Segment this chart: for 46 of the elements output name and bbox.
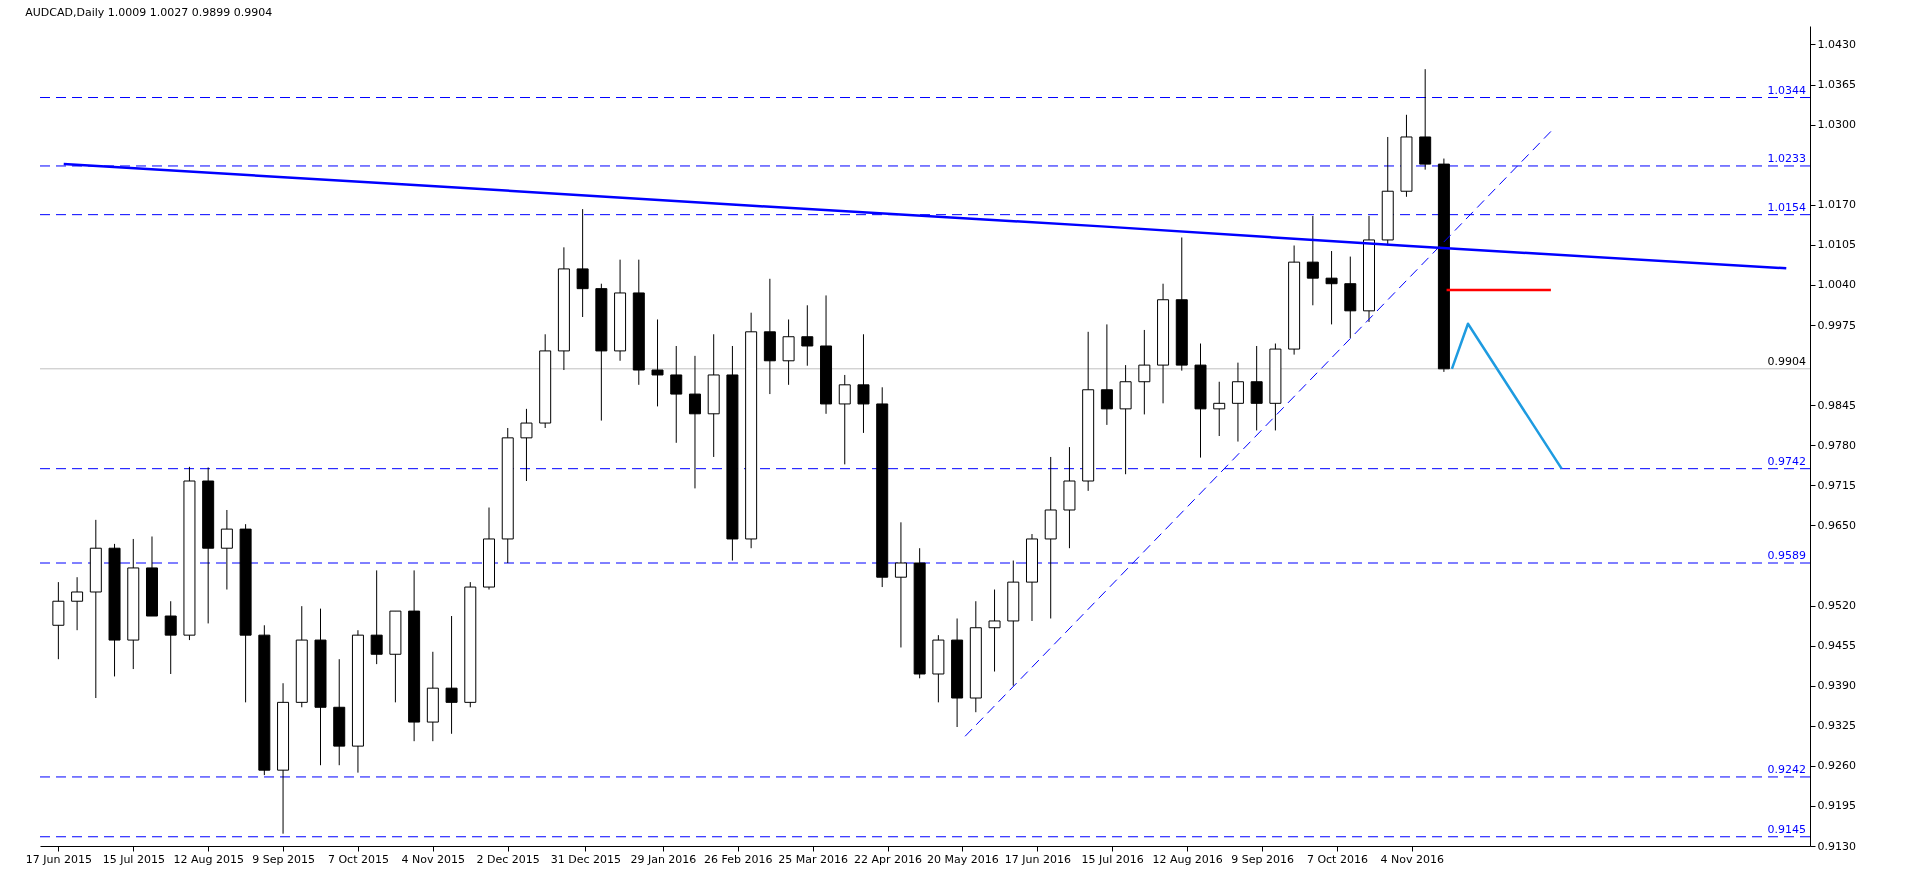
x-tick-label: 4 Nov 2015	[401, 852, 466, 866]
y-tick-label: 0.9325	[1817, 719, 1856, 733]
x-tick-label: 7 Oct 2015	[327, 852, 389, 866]
x-tick-label: 17 Jun 2015	[25, 852, 92, 866]
x-tick-label: 20 May 2016	[927, 852, 999, 866]
y-tick-label: 0.9520	[1817, 599, 1856, 613]
x-tick-label: 7 Oct 2016	[1306, 852, 1368, 866]
x-tick-label: 2 Dec 2015	[476, 852, 540, 866]
y-tick-label: 1.0170	[1817, 198, 1856, 212]
x-tick-label: 15 Jul 2015	[102, 852, 165, 866]
ref-line-label: 0.9904	[1767, 354, 1806, 368]
y-tick-label: 0.9975	[1817, 318, 1856, 332]
ref-line-label: 0.9742	[1767, 454, 1806, 468]
x-tick-label: 26 Feb 2016	[704, 852, 773, 866]
y-tick-label: 1.0430	[1817, 38, 1856, 51]
ref-line-label: 1.0344	[1767, 83, 1806, 97]
x-tick-label: 12 Aug 2015	[173, 852, 244, 866]
ref-line-label: 0.9145	[1767, 822, 1806, 836]
x-tick-label: 17 Jun 2016	[1004, 852, 1071, 866]
y-tick-label: 0.9390	[1817, 679, 1856, 693]
y-tick-label: 0.9455	[1817, 639, 1856, 653]
x-tick-label: 9 Sep 2016	[1231, 852, 1294, 866]
ref-line-label: 1.0233	[1767, 151, 1806, 165]
y-tick-label: 1.0300	[1817, 118, 1856, 132]
y-tick-label: 0.9650	[1817, 518, 1856, 532]
x-tick-label: 29 Jan 2016	[630, 852, 697, 866]
x-tick-label: 15 Jul 2016	[1081, 852, 1144, 866]
y-tick-label: 0.9130	[1817, 839, 1856, 853]
y-tick-label: 1.0365	[1817, 78, 1856, 92]
y-tick-label: 0.9260	[1817, 759, 1856, 773]
ref-line-label: 0.9589	[1767, 549, 1806, 563]
ref-line-label: 1.0154	[1767, 200, 1806, 214]
chart-title: AUDCAD,Daily 1.0009 1.0027 0.9899 0.9904	[25, 6, 273, 19]
y-tick-label: 0.9715	[1817, 478, 1856, 492]
y-tick-label: 0.9780	[1817, 438, 1856, 452]
x-tick-label: 22 Apr 2016	[854, 852, 923, 866]
y-tick-label: 1.0040	[1817, 278, 1856, 292]
x-tick-label: 25 Mar 2016	[778, 852, 849, 866]
x-tick-label: 4 Nov 2016	[1380, 852, 1445, 866]
y-tick-label: 0.9195	[1817, 799, 1856, 813]
x-tick-label: 31 Dec 2015	[550, 852, 621, 866]
y-tick-label: 0.9845	[1817, 398, 1856, 412]
y-tick-label: 1.0105	[1817, 238, 1856, 252]
x-tick-label: 12 Aug 2016	[1152, 852, 1223, 866]
ref-line-label: 0.9242	[1767, 762, 1806, 776]
x-tick-label: 9 Sep 2015	[252, 852, 315, 866]
